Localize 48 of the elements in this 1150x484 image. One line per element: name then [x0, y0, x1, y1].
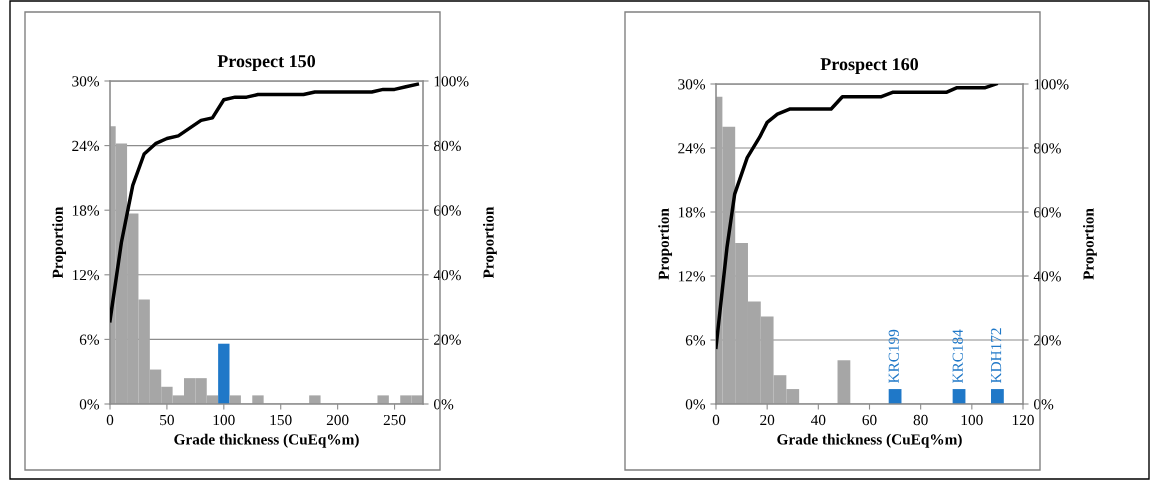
y-tick-label: 18%	[72, 205, 100, 216]
y-tick-label: 0%	[79, 399, 100, 410]
y2-tick-label: 20%	[1034, 335, 1061, 346]
x-tick-label: 100	[213, 414, 235, 426]
y2-tick-label: 20%	[434, 334, 461, 345]
x-axis-title: Grade thickness (CuEq%m)	[174, 433, 359, 448]
annotation: KRC184	[952, 329, 963, 384]
y-tick-label: 6%	[685, 335, 706, 346]
x-tick-label: 20	[760, 414, 775, 426]
x-tick-label: 60	[862, 414, 877, 426]
y2-tick-label: 0%	[434, 399, 454, 410]
chart-title: Prospect 160	[820, 58, 919, 74]
y-tick-label: 24%	[678, 143, 706, 154]
x-tick-label: 120	[1012, 414, 1034, 426]
y-tick-label: 12%	[678, 271, 706, 282]
y2-axis-title: Proportion	[1082, 208, 1097, 280]
y2-tick-label: 80%	[434, 140, 461, 152]
y-tick-label: 18%	[678, 207, 706, 218]
y-tick-label: 0%	[685, 399, 706, 410]
x-tick-label: 50	[160, 414, 174, 426]
y-tick-label: 30%	[678, 79, 706, 90]
y-tick-label: 24%	[72, 140, 100, 152]
y-tick-label: 12%	[72, 269, 100, 281]
y-tick-label: 6%	[79, 334, 100, 345]
y-axis-title: Proportion	[658, 208, 673, 280]
y-tick-label: 30%	[72, 76, 100, 87]
x-tick-label: 0	[106, 414, 114, 426]
y2-tick-label: 40%	[1033, 271, 1061, 282]
x-axis-title: Grade thickness (CuEq%m)	[777, 433, 962, 448]
y2-tick-label: 80%	[1034, 143, 1061, 154]
y-axis-title: Proportion	[52, 206, 67, 279]
annotation: KDH172	[990, 328, 1002, 384]
x-tick-label: 80	[913, 414, 928, 426]
annotation: KRC199	[888, 329, 899, 384]
x-tick-label: 40	[810, 414, 826, 426]
x-tick-label: 250	[383, 414, 406, 426]
y2-tick-label: 40%	[433, 269, 461, 281]
x-tick-label: 200	[326, 414, 349, 426]
y2-tick-label: 60%	[1034, 207, 1061, 218]
x-tick-label: 150	[270, 414, 292, 426]
x-tick-label: 100	[961, 414, 983, 426]
x-tick-label: 0	[712, 414, 720, 426]
y2-tick-label: 100%	[1034, 79, 1069, 90]
chart-title: Prospect 150	[217, 55, 316, 71]
y2-axis-title: Proportion	[482, 206, 497, 279]
y2-tick-label: 100%	[434, 76, 469, 87]
y2-tick-label: 0%	[1034, 399, 1054, 410]
y2-tick-label: 60%	[434, 205, 461, 216]
